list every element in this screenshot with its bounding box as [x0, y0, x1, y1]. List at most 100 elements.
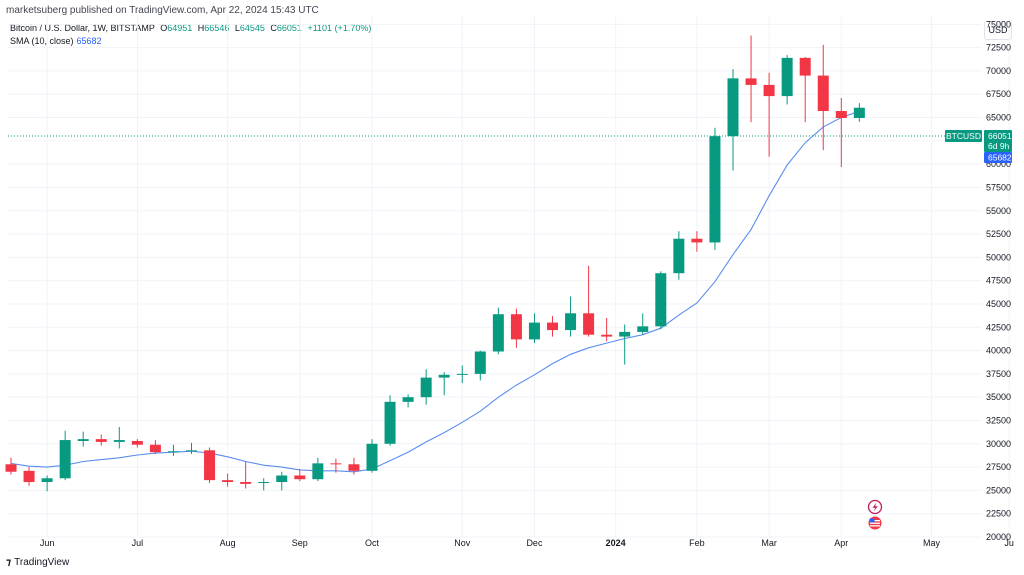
ticker-tag-text: BTCUSD	[946, 131, 981, 141]
candle-body	[149, 444, 161, 453]
candle	[817, 44, 829, 151]
y-tick-label: 42500	[986, 322, 1011, 332]
lightning-icon[interactable]	[867, 499, 883, 515]
x-tick-label: Ju	[1004, 538, 1014, 548]
candle	[456, 365, 468, 384]
high-label: H	[197, 23, 205, 33]
y-tick-label: 25000	[986, 485, 1011, 495]
candle	[547, 316, 558, 337]
y-tick-label: 50000	[986, 252, 1011, 262]
us-flag-icon[interactable]	[868, 516, 882, 530]
candle-body	[222, 480, 234, 483]
candle	[655, 271, 667, 330]
last-price-text: 66051	[988, 131, 1012, 141]
close-value: 66051	[276, 23, 302, 33]
sma-row: SMA (10, close) 65682	[10, 35, 371, 48]
y-tick-label: 22500	[986, 509, 1011, 519]
candle-body	[113, 440, 125, 442]
y-tick-label: 75000	[986, 19, 1011, 29]
x-tick-label: May	[923, 538, 941, 548]
candle	[474, 350, 486, 381]
y-tick-label: 55000	[986, 206, 1011, 216]
candle	[348, 457, 360, 475]
candle-body	[186, 450, 197, 452]
candle-body	[77, 439, 89, 441]
candle-body	[528, 322, 540, 340]
candle	[673, 231, 685, 280]
candle-body	[673, 238, 685, 274]
close-label: C	[270, 23, 277, 33]
currency-button[interactable]: USD	[984, 21, 1012, 40]
change-value: +1101 (+1.70%)	[307, 23, 372, 33]
candle	[727, 69, 739, 171]
x-tick-label: 2024	[606, 538, 626, 548]
candle-body	[294, 475, 306, 480]
candle-body	[167, 451, 179, 453]
candle	[510, 308, 522, 348]
price-axis[interactable]: 20000 22500 25000 27500 30000 32500 35000 37500…	[986, 19, 1011, 542]
candle	[276, 471, 288, 491]
y-tick-label: 70000	[986, 66, 1011, 76]
x-tick-label: Mar	[761, 538, 777, 548]
chart-legend: Bitcoin / U.S. Dollar, 1W, BITSTAMP O649…	[10, 22, 371, 48]
candle-body	[95, 439, 107, 442]
open-value: 64951	[167, 23, 193, 33]
candle-body	[781, 57, 793, 97]
candle	[691, 231, 703, 252]
time-axis[interactable]: Jun Jul Aug Sep Oct Nov Dec 2024 Feb Mar Apr May Ju	[40, 538, 1014, 548]
y-tick-label: 52500	[986, 229, 1011, 239]
y-tick-label: 57500	[986, 182, 1011, 192]
x-tick-label: Aug	[220, 538, 236, 548]
candle-body	[348, 464, 360, 471]
candle-body	[853, 107, 865, 118]
candle-body	[492, 314, 504, 352]
candle-body	[456, 373, 468, 375]
sma-price-tag	[984, 152, 1012, 163]
candle-body	[727, 78, 739, 137]
x-tick-label: Sep	[292, 538, 308, 548]
low-value: 64545	[239, 23, 265, 33]
candle-body	[438, 374, 450, 378]
candle	[745, 35, 757, 123]
sma-label[interactable]: SMA (10, close)	[10, 36, 74, 46]
candle	[438, 372, 450, 396]
y-tick-label: 47500	[986, 276, 1011, 286]
candle	[601, 317, 613, 342]
candle-body	[41, 478, 53, 483]
candle	[583, 265, 595, 337]
candle	[294, 468, 306, 482]
ticker-tag	[945, 130, 982, 142]
candle	[204, 447, 216, 483]
candle-body	[5, 464, 17, 472]
tv-logo-icon: ⁊	[6, 557, 12, 568]
candle-body	[366, 443, 378, 471]
symbol-label[interactable]: Bitcoin / U.S. Dollar, 1W, BITSTAMP	[10, 23, 155, 33]
candle	[709, 127, 721, 250]
high-value: 66546	[204, 23, 230, 33]
ohlc-row: Bitcoin / U.S. Dollar, 1W, BITSTAMP O649…	[10, 22, 371, 35]
y-tick-label: 40000	[986, 346, 1011, 356]
candle-body	[745, 78, 757, 85]
candle	[5, 457, 17, 475]
open-label: O	[160, 23, 168, 33]
tradingview-logo[interactable]: ⁊ TradingView	[6, 557, 69, 568]
candle	[330, 458, 342, 473]
publisher-line: marketsuberg published on TradingView.co…	[6, 5, 319, 16]
last-price-tag	[984, 130, 1012, 152]
candle-body	[204, 450, 216, 481]
candle	[763, 72, 775, 157]
candle-body	[131, 440, 143, 445]
y-tick-label: 67500	[986, 89, 1011, 99]
sma-value: 65682	[76, 36, 102, 46]
candle-body	[23, 470, 35, 483]
candle-body	[510, 314, 522, 340]
candle	[637, 313, 649, 335]
candle	[312, 457, 324, 482]
candle-body	[258, 482, 270, 484]
candle	[853, 103, 865, 122]
y-tick-label: 72500	[986, 43, 1011, 53]
candle	[528, 313, 540, 344]
candle-body	[547, 322, 558, 331]
x-tick-label: Dec	[526, 538, 543, 548]
